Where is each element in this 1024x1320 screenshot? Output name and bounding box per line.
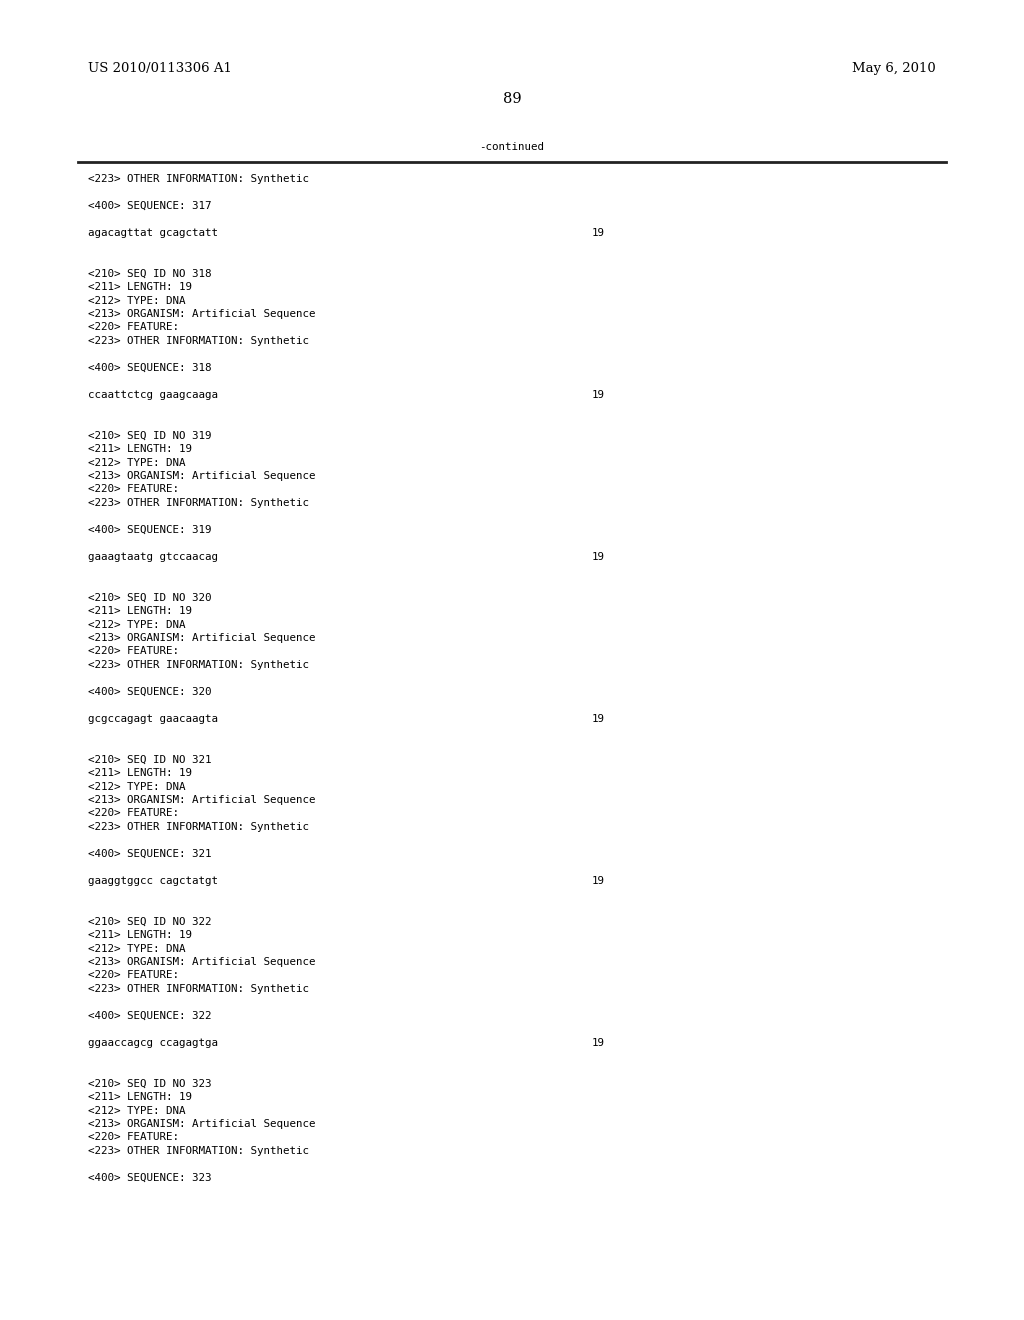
Text: US 2010/0113306 A1: US 2010/0113306 A1 xyxy=(88,62,231,75)
Text: <400> SEQUENCE: 323: <400> SEQUENCE: 323 xyxy=(88,1173,212,1183)
Text: <211> LENGTH: 19: <211> LENGTH: 19 xyxy=(88,606,193,616)
Text: <210> SEQ ID NO 321: <210> SEQ ID NO 321 xyxy=(88,755,212,764)
Text: <213> ORGANISM: Artificial Sequence: <213> ORGANISM: Artificial Sequence xyxy=(88,957,315,968)
Text: agacagttat gcagctatt: agacagttat gcagctatt xyxy=(88,228,218,238)
Text: <220> FEATURE:: <220> FEATURE: xyxy=(88,647,179,656)
Text: 19: 19 xyxy=(592,228,605,238)
Text: 19: 19 xyxy=(592,552,605,562)
Text: -continued: -continued xyxy=(479,143,545,152)
Text: <223> OTHER INFORMATION: Synthetic: <223> OTHER INFORMATION: Synthetic xyxy=(88,174,309,183)
Text: ggaaccagcg ccagagtga: ggaaccagcg ccagagtga xyxy=(88,1038,218,1048)
Text: <400> SEQUENCE: 319: <400> SEQUENCE: 319 xyxy=(88,525,212,535)
Text: <210> SEQ ID NO 318: <210> SEQ ID NO 318 xyxy=(88,268,212,279)
Text: <212> TYPE: DNA: <212> TYPE: DNA xyxy=(88,781,185,792)
Text: <211> LENGTH: 19: <211> LENGTH: 19 xyxy=(88,1092,193,1102)
Text: <223> OTHER INFORMATION: Synthetic: <223> OTHER INFORMATION: Synthetic xyxy=(88,660,309,671)
Text: <212> TYPE: DNA: <212> TYPE: DNA xyxy=(88,1106,185,1115)
Text: <220> FEATURE:: <220> FEATURE: xyxy=(88,808,179,818)
Text: <211> LENGTH: 19: <211> LENGTH: 19 xyxy=(88,444,193,454)
Text: <220> FEATURE:: <220> FEATURE: xyxy=(88,322,179,333)
Text: <223> OTHER INFORMATION: Synthetic: <223> OTHER INFORMATION: Synthetic xyxy=(88,337,309,346)
Text: <400> SEQUENCE: 318: <400> SEQUENCE: 318 xyxy=(88,363,212,374)
Text: gaaggtggcc cagctatgt: gaaggtggcc cagctatgt xyxy=(88,876,218,886)
Text: 19: 19 xyxy=(592,389,605,400)
Text: <223> OTHER INFORMATION: Synthetic: <223> OTHER INFORMATION: Synthetic xyxy=(88,1146,309,1156)
Text: <400> SEQUENCE: 321: <400> SEQUENCE: 321 xyxy=(88,849,212,859)
Text: <211> LENGTH: 19: <211> LENGTH: 19 xyxy=(88,768,193,777)
Text: <220> FEATURE:: <220> FEATURE: xyxy=(88,484,179,495)
Text: <212> TYPE: DNA: <212> TYPE: DNA xyxy=(88,458,185,467)
Text: 19: 19 xyxy=(592,714,605,723)
Text: <211> LENGTH: 19: <211> LENGTH: 19 xyxy=(88,931,193,940)
Text: <210> SEQ ID NO 320: <210> SEQ ID NO 320 xyxy=(88,593,212,602)
Text: <223> OTHER INFORMATION: Synthetic: <223> OTHER INFORMATION: Synthetic xyxy=(88,498,309,508)
Text: <400> SEQUENCE: 317: <400> SEQUENCE: 317 xyxy=(88,201,212,211)
Text: 19: 19 xyxy=(592,876,605,886)
Text: <213> ORGANISM: Artificial Sequence: <213> ORGANISM: Artificial Sequence xyxy=(88,1119,315,1129)
Text: <213> ORGANISM: Artificial Sequence: <213> ORGANISM: Artificial Sequence xyxy=(88,634,315,643)
Text: <213> ORGANISM: Artificial Sequence: <213> ORGANISM: Artificial Sequence xyxy=(88,309,315,319)
Text: <212> TYPE: DNA: <212> TYPE: DNA xyxy=(88,296,185,305)
Text: gcgccagagt gaacaagta: gcgccagagt gaacaagta xyxy=(88,714,218,723)
Text: <223> OTHER INFORMATION: Synthetic: <223> OTHER INFORMATION: Synthetic xyxy=(88,822,309,832)
Text: <223> OTHER INFORMATION: Synthetic: <223> OTHER INFORMATION: Synthetic xyxy=(88,983,309,994)
Text: 19: 19 xyxy=(592,1038,605,1048)
Text: <210> SEQ ID NO 322: <210> SEQ ID NO 322 xyxy=(88,916,212,927)
Text: <212> TYPE: DNA: <212> TYPE: DNA xyxy=(88,944,185,953)
Text: <210> SEQ ID NO 319: <210> SEQ ID NO 319 xyxy=(88,430,212,441)
Text: <211> LENGTH: 19: <211> LENGTH: 19 xyxy=(88,282,193,292)
Text: 89: 89 xyxy=(503,92,521,106)
Text: <220> FEATURE:: <220> FEATURE: xyxy=(88,1133,179,1143)
Text: <212> TYPE: DNA: <212> TYPE: DNA xyxy=(88,619,185,630)
Text: <400> SEQUENCE: 322: <400> SEQUENCE: 322 xyxy=(88,1011,212,1020)
Text: <220> FEATURE:: <220> FEATURE: xyxy=(88,970,179,981)
Text: <210> SEQ ID NO 323: <210> SEQ ID NO 323 xyxy=(88,1078,212,1089)
Text: <213> ORGANISM: Artificial Sequence: <213> ORGANISM: Artificial Sequence xyxy=(88,795,315,805)
Text: <213> ORGANISM: Artificial Sequence: <213> ORGANISM: Artificial Sequence xyxy=(88,471,315,480)
Text: gaaagtaatg gtccaacag: gaaagtaatg gtccaacag xyxy=(88,552,218,562)
Text: May 6, 2010: May 6, 2010 xyxy=(852,62,936,75)
Text: <400> SEQUENCE: 320: <400> SEQUENCE: 320 xyxy=(88,686,212,697)
Text: ccaattctcg gaagcaaga: ccaattctcg gaagcaaga xyxy=(88,389,218,400)
